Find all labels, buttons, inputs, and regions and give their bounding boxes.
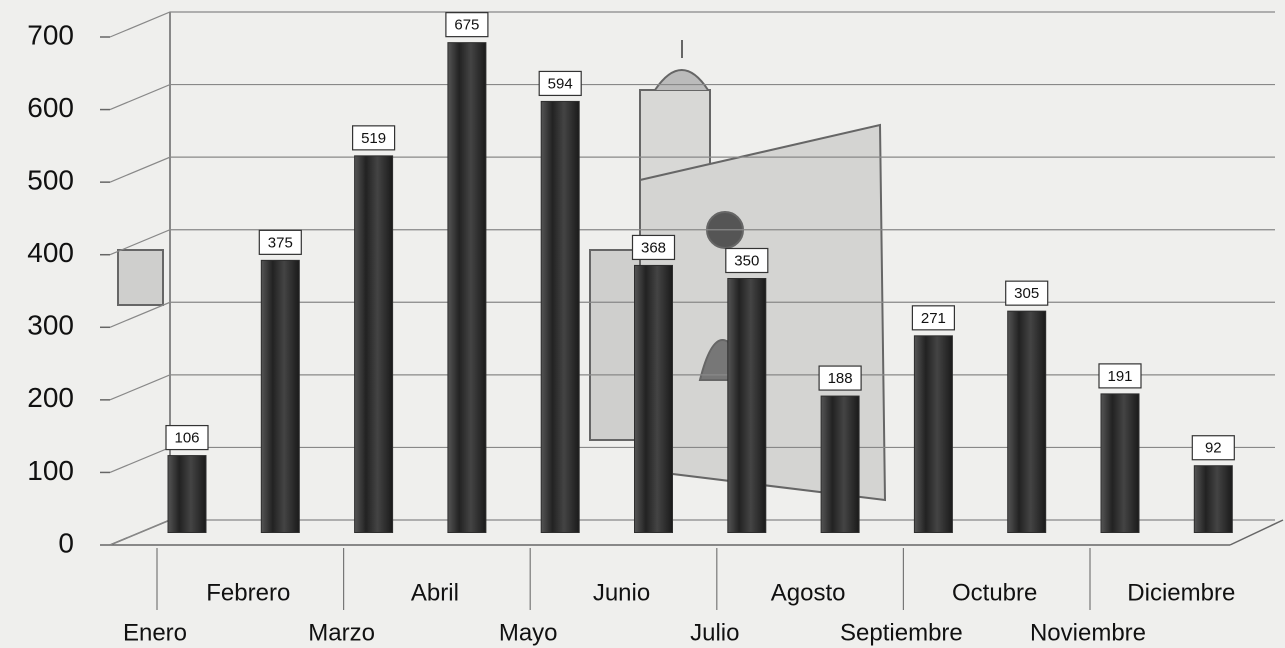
value-label: 305 [1014,285,1039,302]
value-label: 92 [1205,440,1222,457]
y-tick-label: 600 [27,92,74,123]
grid-line [110,12,1275,37]
x-tick-label: Agosto [771,579,846,606]
y-tick-label: 300 [27,310,74,341]
value-label: 106 [174,430,199,447]
floor-edge [1230,520,1283,545]
y-tick-label: 500 [27,165,74,196]
y-tick-label: 100 [27,455,74,486]
bar [261,260,299,532]
value-label: 368 [641,239,666,256]
y-tick-label: 0 [58,527,74,558]
bar [168,456,206,533]
x-tick-label: Mayo [499,619,558,646]
x-tick-label: Enero [123,619,187,646]
page: {"chart_data": {"type": "bar", "categori… [0,0,1285,648]
illustration [118,40,885,500]
value-label: 519 [361,130,386,147]
bar [1194,466,1232,533]
chart: 0 100 200 300 400 500 600 700 Enero 106 Febrero 375… [0,0,1285,648]
bar [541,101,579,532]
value-label: 350 [734,252,759,269]
value-label: 375 [268,234,293,251]
value-label: 188 [828,370,853,387]
bar [355,156,393,533]
value-label: 271 [921,310,946,327]
bar [821,396,859,532]
x-tick-label: Abril [411,579,459,606]
bar [728,279,766,533]
y-tick-label: 400 [27,237,74,268]
bar [448,43,486,533]
bar [1101,394,1139,533]
bar [914,336,952,533]
x-tick-label: Diciembre [1127,579,1235,606]
x-tick-label: Octubre [952,579,1037,606]
bar [1008,311,1046,532]
x-tick-label: Marzo [308,619,375,646]
x-tick-label: Julio [690,619,739,646]
x-tick-label: Junio [593,579,650,606]
y-tick-label: 700 [27,19,74,50]
y-tick-label: 200 [27,382,74,413]
value-label: 191 [1107,368,1132,385]
x-tick-label: Septiembre [840,619,963,646]
x-tick-label: Febrero [206,579,290,606]
x-tick-label: Noviembre [1030,619,1146,646]
value-label: 594 [548,75,573,92]
value-label: 675 [454,17,479,34]
bar [635,265,673,532]
